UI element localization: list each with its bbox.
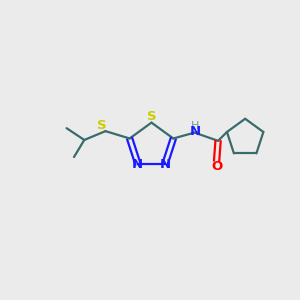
Text: N: N [132, 158, 143, 171]
Text: S: S [97, 119, 107, 132]
Text: H: H [191, 121, 199, 131]
Text: N: N [190, 125, 201, 138]
Text: N: N [160, 158, 171, 171]
Text: S: S [147, 110, 156, 123]
Text: O: O [211, 160, 222, 173]
